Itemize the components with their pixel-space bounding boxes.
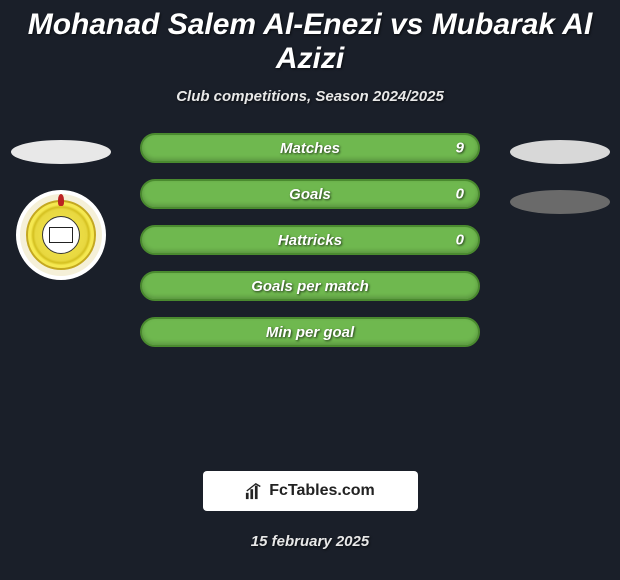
player-left-club-badge <box>16 190 106 280</box>
stat-label: Goals per match <box>251 278 369 295</box>
branding-text: FcTables.com <box>269 482 375 500</box>
stat-value-right: 9 <box>456 140 464 157</box>
stat-row-min-per-goal: Min per goal <box>140 317 480 347</box>
stat-row-matches: Matches 9 <box>140 133 480 163</box>
barchart-icon <box>245 482 263 500</box>
stat-label: Hattricks <box>278 232 342 249</box>
book-icon <box>49 227 73 243</box>
stat-row-goals: Goals 0 <box>140 179 480 209</box>
subtitle: Club competitions, Season 2024/2025 <box>0 88 620 125</box>
stat-row-hattricks: Hattricks 0 <box>140 225 480 255</box>
page-title: Mohanad Salem Al-Enezi vs Mubarak Al Azi… <box>0 0 620 88</box>
stat-value-right: 0 <box>456 186 464 203</box>
player-right-club-placeholder <box>510 190 610 214</box>
date-line: 15 february 2025 <box>0 533 620 550</box>
main-area: Matches 9 Goals 0 Hattricks 0 Goals per … <box>0 125 620 465</box>
stats-bars: Matches 9 Goals 0 Hattricks 0 Goals per … <box>140 133 480 363</box>
right-player-column <box>507 140 612 240</box>
torch-icon <box>58 194 64 206</box>
club-badge-inner-icon <box>42 216 80 254</box>
player-right-avatar-placeholder <box>510 140 610 164</box>
player-left-avatar-placeholder <box>11 140 111 164</box>
left-player-column <box>8 140 113 280</box>
stat-value-right: 0 <box>456 232 464 249</box>
branding-badge[interactable]: FcTables.com <box>203 471 418 511</box>
club-badge-icon <box>26 200 96 270</box>
stat-row-goals-per-match: Goals per match <box>140 271 480 301</box>
stat-label: Goals <box>289 186 331 203</box>
stat-label: Min per goal <box>266 324 354 341</box>
comparison-card: Mohanad Salem Al-Enezi vs Mubarak Al Azi… <box>0 0 620 550</box>
stat-label: Matches <box>280 140 340 157</box>
